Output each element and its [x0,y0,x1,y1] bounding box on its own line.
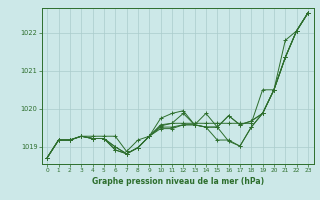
X-axis label: Graphe pression niveau de la mer (hPa): Graphe pression niveau de la mer (hPa) [92,177,264,186]
